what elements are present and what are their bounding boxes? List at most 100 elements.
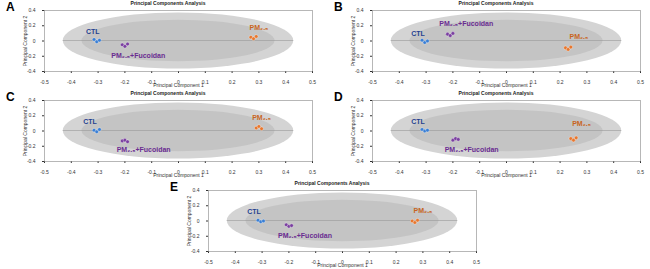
svg-text:-0.4: -0.4: [191, 248, 200, 254]
svg-text:PM₂.₅: PM₂.₅: [414, 207, 433, 214]
svg-text:0.5: 0.5: [309, 169, 316, 175]
svg-text:-0.1: -0.1: [147, 79, 156, 86]
svg-text:-0.2: -0.2: [285, 259, 294, 265]
svg-text:CTL: CTL: [83, 118, 97, 125]
svg-text:-0.3: -0.3: [258, 259, 267, 265]
svg-text:Principal Component 2: Principal Component 2: [22, 105, 28, 156]
svg-text:Principal Component 2: Principal Component 2: [350, 105, 356, 156]
svg-text:0.1: 0.1: [201, 79, 209, 86]
svg-text:CTL: CTL: [247, 208, 261, 215]
svg-text:0.2: 0.2: [229, 79, 236, 85]
svg-text:0.2: 0.2: [357, 22, 364, 28]
svg-text:Principal Component 2: Principal Component 2: [22, 15, 28, 66]
svg-text:PM₂.₅: PM₂.₅: [569, 33, 588, 40]
svg-text:0.5: 0.5: [473, 259, 480, 265]
svg-text:0.5: 0.5: [637, 79, 644, 85]
svg-text:0.4: 0.4: [610, 79, 617, 85]
svg-text:0.5: 0.5: [637, 169, 644, 175]
svg-text:PM₂.₅+Fucoidan: PM₂.₅+Fucoidan: [439, 20, 493, 27]
svg-text:-0.2: -0.2: [121, 79, 130, 85]
svg-text:-0.4: -0.4: [27, 158, 36, 164]
svg-text:Principal Component 2: Principal Component 2: [350, 15, 356, 66]
svg-text:CTL: CTL: [86, 28, 100, 35]
html-text:C: C: [6, 90, 15, 104]
svg-text:-0.2: -0.2: [449, 169, 458, 175]
svg-text:-0.3: -0.3: [94, 169, 103, 175]
html-text:E: E: [170, 180, 178, 194]
svg-text:Principal Component 1: Principal Component 1: [317, 262, 368, 268]
svg-text:0.4: 0.4: [446, 259, 453, 265]
svg-text:Principal Component 1: Principal Component 1: [481, 172, 532, 178]
html-text:B: B: [334, 0, 343, 14]
svg-text:-0.5: -0.5: [40, 169, 49, 175]
svg-text:-0.1: -0.1: [147, 169, 156, 176]
svg-text:-0.4: -0.4: [67, 169, 76, 175]
svg-text:0.2: 0.2: [29, 22, 36, 28]
svg-text:0.3: 0.3: [419, 259, 426, 265]
svg-text:-0.2: -0.2: [121, 169, 130, 175]
svg-text:-0.1: -0.1: [475, 79, 484, 86]
svg-text:Principal Component 1: Principal Component 1: [153, 172, 204, 178]
svg-text:-0.5: -0.5: [40, 79, 49, 85]
svg-text:-0.5: -0.5: [204, 259, 213, 265]
svg-text:0.4: 0.4: [357, 97, 364, 103]
svg-text:-0.2: -0.2: [449, 79, 458, 85]
svg-text:0.2: 0.2: [29, 112, 36, 118]
svg-text:0.2: 0.2: [393, 259, 400, 265]
svg-text:0.3: 0.3: [255, 79, 262, 85]
svg-text:PM₂.₅: PM₂.₅: [252, 114, 271, 121]
svg-text:PM₂.₅: PM₂.₅: [572, 120, 591, 127]
svg-text:Principal Component 1: Principal Component 1: [153, 82, 204, 88]
svg-text:-0.2: -0.2: [27, 143, 36, 149]
svg-text:-0.4: -0.4: [231, 259, 240, 265]
svg-text:-0.5: -0.5: [368, 169, 377, 175]
svg-text:0.2: 0.2: [557, 79, 564, 85]
svg-text:-0.2: -0.2: [191, 233, 200, 239]
svg-text:0: 0: [33, 38, 36, 44]
svg-text:CTL: CTL: [411, 30, 425, 37]
svg-text:PM₂.₅+Fucoidan: PM₂.₅+Fucoidan: [111, 52, 165, 59]
html-text:A: A: [6, 0, 15, 14]
svg-text:0.4: 0.4: [29, 97, 36, 103]
svg-text:0.3: 0.3: [583, 169, 590, 175]
svg-text:0.2: 0.2: [357, 112, 364, 118]
svg-text:0: 0: [33, 128, 36, 134]
svg-text:0.4: 0.4: [282, 169, 289, 175]
svg-text:Principal Component 2: Principal Component 2: [186, 195, 192, 246]
svg-text:0.4: 0.4: [29, 7, 36, 13]
svg-text:0.4: 0.4: [610, 169, 617, 175]
svg-text:Principal Component 1: Principal Component 1: [481, 82, 532, 88]
svg-text:-0.3: -0.3: [422, 169, 431, 175]
svg-text:-0.4: -0.4: [355, 68, 364, 74]
svg-text:0.2: 0.2: [193, 202, 200, 208]
svg-text:-0.3: -0.3: [94, 79, 103, 85]
svg-text:PM₂.₅+Fucoidan: PM₂.₅+Fucoidan: [117, 146, 171, 153]
svg-text:0: 0: [197, 218, 200, 224]
svg-text:0.2: 0.2: [557, 169, 564, 175]
html-text:D: D: [334, 90, 343, 104]
svg-text:-0.4: -0.4: [355, 158, 364, 164]
svg-text:0: 0: [361, 128, 364, 134]
svg-text:PM₂.₅: PM₂.₅: [250, 24, 269, 31]
svg-text:0.4: 0.4: [282, 79, 289, 85]
svg-text:-0.4: -0.4: [395, 79, 404, 85]
svg-text:-0.4: -0.4: [395, 169, 404, 175]
svg-text:0.4: 0.4: [193, 187, 200, 193]
svg-text:0.3: 0.3: [255, 169, 262, 175]
svg-text:0: 0: [361, 38, 364, 44]
svg-text:-0.4: -0.4: [27, 68, 36, 74]
svg-text:CTL: CTL: [411, 118, 425, 125]
svg-text:-0.4: -0.4: [67, 79, 76, 85]
svg-text:-0.5: -0.5: [368, 79, 377, 85]
svg-text:-0.2: -0.2: [355, 53, 364, 59]
svg-text:0.2: 0.2: [229, 169, 236, 175]
svg-text:-0.3: -0.3: [422, 79, 431, 85]
svg-text:0.1: 0.1: [529, 79, 537, 86]
svg-text:-0.2: -0.2: [27, 53, 36, 59]
svg-text:0.4: 0.4: [357, 7, 364, 13]
svg-text:0.3: 0.3: [583, 79, 590, 85]
svg-text:-0.2: -0.2: [355, 143, 364, 149]
svg-text:PM₂.₅+Fucoidan: PM₂.₅+Fucoidan: [445, 146, 499, 153]
svg-text:PM₂.₅+Fucoidan: PM₂.₅+Fucoidan: [278, 232, 332, 239]
svg-text:0.5: 0.5: [309, 79, 316, 85]
